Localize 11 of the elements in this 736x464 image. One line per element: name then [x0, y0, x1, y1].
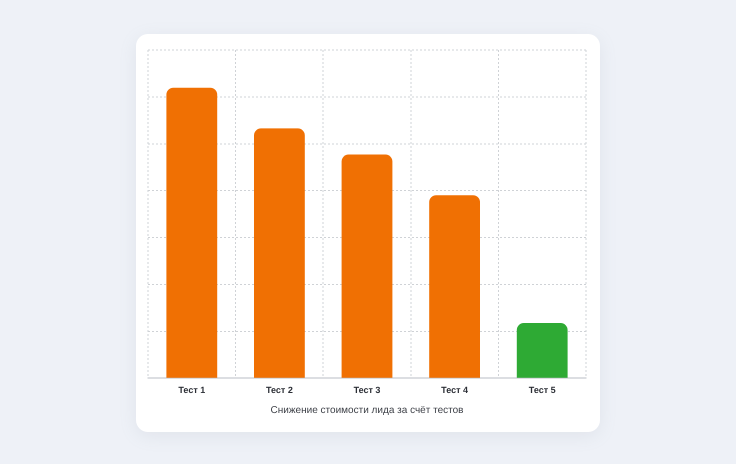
bar [254, 128, 305, 378]
x-tick-label: Тест 3 [354, 385, 380, 396]
bar [516, 323, 568, 378]
x-tick-label: Тест 4 [441, 385, 468, 396]
bar [429, 195, 480, 378]
x-axis-title: Снижение стоимости лида за счёт тестов [270, 404, 464, 416]
x-tick-label: Тест 1 [178, 385, 206, 396]
bar [166, 88, 218, 378]
x-tick-label: Тест 2 [266, 385, 293, 396]
x-tick-label: Тест 5 [528, 385, 556, 396]
bar [342, 154, 392, 378]
